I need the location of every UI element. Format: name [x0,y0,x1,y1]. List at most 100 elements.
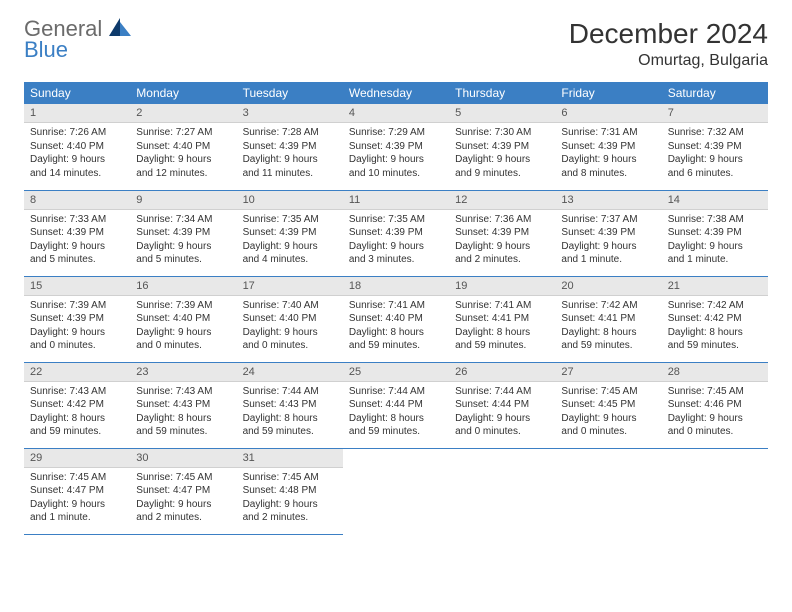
day-content: Sunrise: 7:28 AMSunset: 4:39 PMDaylight:… [237,123,343,183]
day-content: Sunrise: 7:41 AMSunset: 4:41 PMDaylight:… [449,296,555,356]
day-number: 14 [662,191,768,210]
calendar-cell: 12Sunrise: 7:36 AMSunset: 4:39 PMDayligh… [449,190,555,276]
day-number: 9 [130,191,236,210]
calendar-row: 8Sunrise: 7:33 AMSunset: 4:39 PMDaylight… [24,190,768,276]
day-content: Sunrise: 7:43 AMSunset: 4:43 PMDaylight:… [130,382,236,442]
day-number: 10 [237,191,343,210]
calendar-cell [662,448,768,534]
day-number: 29 [24,449,130,468]
calendar-cell: 19Sunrise: 7:41 AMSunset: 4:41 PMDayligh… [449,276,555,362]
day-content: Sunrise: 7:38 AMSunset: 4:39 PMDaylight:… [662,210,768,270]
logo: General Blue [24,18,131,61]
calendar-row: 1Sunrise: 7:26 AMSunset: 4:40 PMDaylight… [24,104,768,190]
calendar-row: 29Sunrise: 7:45 AMSunset: 4:47 PMDayligh… [24,448,768,534]
calendar-cell: 6Sunrise: 7:31 AMSunset: 4:39 PMDaylight… [555,104,661,190]
day-number: 1 [24,104,130,123]
calendar-cell: 2Sunrise: 7:27 AMSunset: 4:40 PMDaylight… [130,104,236,190]
day-number: 21 [662,277,768,296]
weekday-header: Saturday [662,82,768,104]
calendar-cell: 22Sunrise: 7:43 AMSunset: 4:42 PMDayligh… [24,362,130,448]
calendar-cell: 15Sunrise: 7:39 AMSunset: 4:39 PMDayligh… [24,276,130,362]
calendar-cell [449,448,555,534]
calendar-cell: 23Sunrise: 7:43 AMSunset: 4:43 PMDayligh… [130,362,236,448]
day-content: Sunrise: 7:40 AMSunset: 4:40 PMDaylight:… [237,296,343,356]
day-number: 7 [662,104,768,123]
calendar-cell: 10Sunrise: 7:35 AMSunset: 4:39 PMDayligh… [237,190,343,276]
weekday-header-row: Sunday Monday Tuesday Wednesday Thursday… [24,82,768,104]
calendar-cell: 25Sunrise: 7:44 AMSunset: 4:44 PMDayligh… [343,362,449,448]
calendar-cell: 16Sunrise: 7:39 AMSunset: 4:40 PMDayligh… [130,276,236,362]
day-number: 27 [555,363,661,382]
day-content: Sunrise: 7:39 AMSunset: 4:39 PMDaylight:… [24,296,130,356]
calendar-cell: 14Sunrise: 7:38 AMSunset: 4:39 PMDayligh… [662,190,768,276]
calendar-table: Sunday Monday Tuesday Wednesday Thursday… [24,82,768,535]
calendar-cell: 8Sunrise: 7:33 AMSunset: 4:39 PMDaylight… [24,190,130,276]
weekday-header: Sunday [24,82,130,104]
day-number: 2 [130,104,236,123]
day-content: Sunrise: 7:29 AMSunset: 4:39 PMDaylight:… [343,123,449,183]
title-block: December 2024 Omurtag, Bulgaria [569,18,768,70]
day-content: Sunrise: 7:45 AMSunset: 4:48 PMDaylight:… [237,468,343,528]
day-content: Sunrise: 7:43 AMSunset: 4:42 PMDaylight:… [24,382,130,442]
calendar-cell: 21Sunrise: 7:42 AMSunset: 4:42 PMDayligh… [662,276,768,362]
calendar-cell: 17Sunrise: 7:40 AMSunset: 4:40 PMDayligh… [237,276,343,362]
weekday-header: Tuesday [237,82,343,104]
day-content: Sunrise: 7:44 AMSunset: 4:43 PMDaylight:… [237,382,343,442]
day-content: Sunrise: 7:37 AMSunset: 4:39 PMDaylight:… [555,210,661,270]
weekday-header: Monday [130,82,236,104]
day-number: 3 [237,104,343,123]
day-number: 19 [449,277,555,296]
day-number: 18 [343,277,449,296]
day-content: Sunrise: 7:35 AMSunset: 4:39 PMDaylight:… [343,210,449,270]
weekday-header: Thursday [449,82,555,104]
day-number: 30 [130,449,236,468]
day-number: 17 [237,277,343,296]
day-number: 22 [24,363,130,382]
day-number: 25 [343,363,449,382]
day-number: 8 [24,191,130,210]
day-number: 4 [343,104,449,123]
day-content: Sunrise: 7:32 AMSunset: 4:39 PMDaylight:… [662,123,768,183]
day-number: 11 [343,191,449,210]
calendar-cell [343,448,449,534]
calendar-cell: 9Sunrise: 7:34 AMSunset: 4:39 PMDaylight… [130,190,236,276]
header: General Blue December 2024 Omurtag, Bulg… [24,18,768,70]
calendar-cell: 28Sunrise: 7:45 AMSunset: 4:46 PMDayligh… [662,362,768,448]
calendar-cell: 3Sunrise: 7:28 AMSunset: 4:39 PMDaylight… [237,104,343,190]
calendar-cell: 20Sunrise: 7:42 AMSunset: 4:41 PMDayligh… [555,276,661,362]
calendar-cell: 5Sunrise: 7:30 AMSunset: 4:39 PMDaylight… [449,104,555,190]
day-content: Sunrise: 7:39 AMSunset: 4:40 PMDaylight:… [130,296,236,356]
logo-text-blue: Blue [24,40,131,61]
calendar-cell: 11Sunrise: 7:35 AMSunset: 4:39 PMDayligh… [343,190,449,276]
calendar-row: 15Sunrise: 7:39 AMSunset: 4:39 PMDayligh… [24,276,768,362]
day-number: 24 [237,363,343,382]
weekday-header: Wednesday [343,82,449,104]
day-content: Sunrise: 7:36 AMSunset: 4:39 PMDaylight:… [449,210,555,270]
day-content: Sunrise: 7:45 AMSunset: 4:45 PMDaylight:… [555,382,661,442]
calendar-body: 1Sunrise: 7:26 AMSunset: 4:40 PMDaylight… [24,104,768,534]
day-content: Sunrise: 7:35 AMSunset: 4:39 PMDaylight:… [237,210,343,270]
calendar-cell: 18Sunrise: 7:41 AMSunset: 4:40 PMDayligh… [343,276,449,362]
day-number: 15 [24,277,130,296]
day-content: Sunrise: 7:44 AMSunset: 4:44 PMDaylight:… [343,382,449,442]
day-number: 16 [130,277,236,296]
day-number: 12 [449,191,555,210]
month-title: December 2024 [569,18,768,50]
day-number: 6 [555,104,661,123]
calendar-cell [555,448,661,534]
day-content: Sunrise: 7:27 AMSunset: 4:40 PMDaylight:… [130,123,236,183]
day-content: Sunrise: 7:42 AMSunset: 4:41 PMDaylight:… [555,296,661,356]
calendar-cell: 30Sunrise: 7:45 AMSunset: 4:47 PMDayligh… [130,448,236,534]
day-content: Sunrise: 7:42 AMSunset: 4:42 PMDaylight:… [662,296,768,356]
sail-icon [109,23,131,40]
day-number: 26 [449,363,555,382]
day-number: 5 [449,104,555,123]
calendar-row: 22Sunrise: 7:43 AMSunset: 4:42 PMDayligh… [24,362,768,448]
calendar-cell: 31Sunrise: 7:45 AMSunset: 4:48 PMDayligh… [237,448,343,534]
calendar-cell: 1Sunrise: 7:26 AMSunset: 4:40 PMDaylight… [24,104,130,190]
day-number: 23 [130,363,236,382]
calendar-cell: 29Sunrise: 7:45 AMSunset: 4:47 PMDayligh… [24,448,130,534]
calendar-cell: 4Sunrise: 7:29 AMSunset: 4:39 PMDaylight… [343,104,449,190]
day-number: 31 [237,449,343,468]
day-content: Sunrise: 7:30 AMSunset: 4:39 PMDaylight:… [449,123,555,183]
